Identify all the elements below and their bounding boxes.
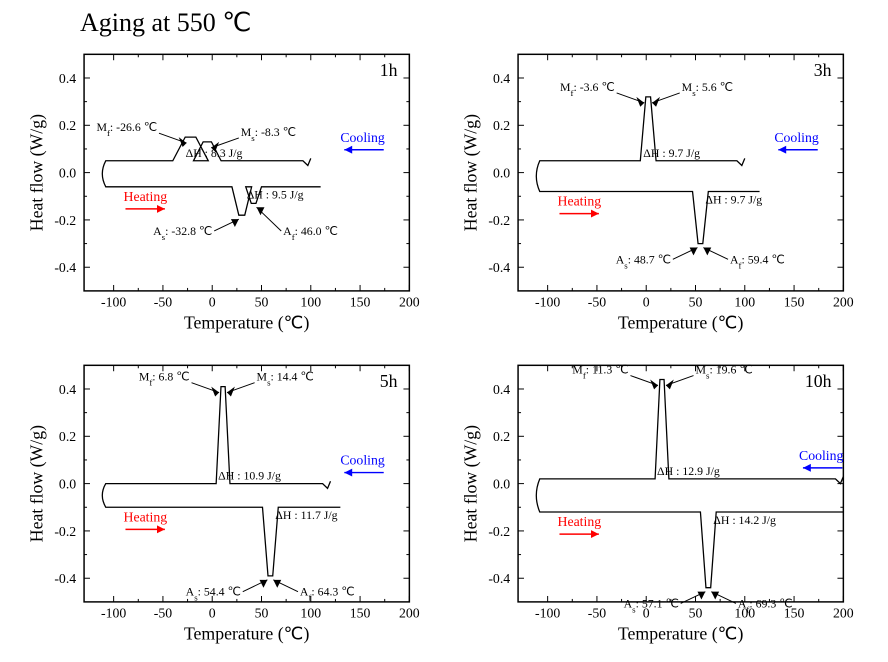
svg-text:-100: -100 [535, 605, 560, 620]
svg-text:50: 50 [255, 605, 269, 620]
svg-text:Ms: -8.3 ℃: Ms: -8.3 ℃ [241, 125, 296, 143]
svg-text:Cooling: Cooling [340, 452, 385, 467]
svg-text:ΔH : 9.7 J/g: ΔH : 9.7 J/g [643, 146, 700, 160]
dsc-panel-5h: -100 -50 0 50 100 150 200 -0.4 -0.2 0.0 0.2 0.4 Temp… [20, 351, 434, 652]
svg-text:Mf: -3.6 ℃: Mf: -3.6 ℃ [560, 80, 615, 98]
svg-text:Heat flow (W/g): Heat flow (W/g) [461, 114, 481, 231]
svg-text:150: 150 [350, 295, 371, 310]
svg-text:0.0: 0.0 [493, 166, 510, 181]
svg-text:0.2: 0.2 [59, 118, 76, 133]
svg-text:0.2: 0.2 [493, 118, 510, 133]
svg-text:-0.4: -0.4 [54, 571, 76, 586]
page-title: Aging at 550 ℃ [80, 8, 251, 38]
svg-text:ΔH : 10.9 J/g: ΔH : 10.9 J/g [218, 468, 281, 482]
svg-text:Ms: 14.4 ℃: Ms: 14.4 ℃ [257, 369, 314, 387]
svg-text:-50: -50 [588, 605, 606, 620]
svg-text:As: -32.8 ℃: As: -32.8 ℃ [153, 224, 212, 242]
svg-text:-50: -50 [154, 295, 172, 310]
svg-text:-0.4: -0.4 [488, 571, 510, 586]
svg-text:As: 57.1 ℃: As: 57.1 ℃ [624, 596, 679, 614]
svg-text:0.0: 0.0 [59, 476, 76, 491]
svg-text:Heating: Heating [558, 514, 602, 529]
svg-text:0: 0 [209, 605, 216, 620]
svg-text:0.4: 0.4 [59, 71, 76, 86]
svg-text:ΔH : 11.7 J/g: ΔH : 11.7 J/g [275, 508, 337, 522]
svg-text:0.2: 0.2 [493, 429, 510, 444]
svg-text:0.0: 0.0 [493, 476, 510, 491]
svg-text:0.2: 0.2 [59, 429, 76, 444]
svg-text:-100: -100 [101, 605, 126, 620]
svg-text:0.4: 0.4 [493, 71, 510, 86]
svg-text:Heating: Heating [558, 194, 602, 209]
svg-text:-50: -50 [154, 605, 172, 620]
svg-text:Cooling: Cooling [799, 448, 844, 463]
svg-text:1h: 1h [380, 60, 398, 80]
svg-text:Ms: 19.6 ℃: Ms: 19.6 ℃ [696, 362, 753, 380]
svg-text:-0.2: -0.2 [54, 524, 76, 539]
svg-text:Temperature (℃): Temperature (℃) [184, 623, 310, 643]
svg-text:50: 50 [689, 605, 703, 620]
svg-text:-0.2: -0.2 [54, 213, 76, 228]
svg-text:5h: 5h [380, 371, 398, 391]
svg-text:Heat flow (W/g): Heat flow (W/g) [27, 114, 47, 231]
svg-text:-100: -100 [101, 295, 126, 310]
svg-text:200: 200 [399, 605, 420, 620]
svg-text:50: 50 [689, 295, 703, 310]
svg-text:Heating: Heating [124, 189, 168, 204]
svg-text:0.0: 0.0 [59, 166, 76, 181]
svg-text:3h: 3h [814, 60, 832, 80]
svg-text:10h: 10h [805, 371, 832, 391]
svg-text:-0.4: -0.4 [54, 260, 76, 275]
dsc-panel-1h: -100 -50 0 50 100 150 200 -0.4 -0.2 0.0 0.2 0.4 Temp… [20, 40, 434, 341]
svg-text:0: 0 [209, 295, 216, 310]
svg-text:Cooling: Cooling [340, 130, 385, 145]
svg-text:-50: -50 [588, 295, 606, 310]
svg-text:150: 150 [784, 295, 805, 310]
svg-text:Heat flow (W/g): Heat flow (W/g) [461, 425, 481, 542]
svg-text:Temperature (℃): Temperature (℃) [618, 623, 744, 643]
svg-text:Af: 46.0 ℃: Af: 46.0 ℃ [283, 224, 338, 242]
svg-text:As: 48.7 ℃: As: 48.7 ℃ [616, 252, 671, 270]
svg-text:-0.2: -0.2 [488, 213, 510, 228]
svg-text:100: 100 [300, 605, 321, 620]
svg-text:Af: 64.3 ℃: Af: 64.3 ℃ [300, 584, 355, 602]
svg-text:0.4: 0.4 [59, 382, 76, 397]
svg-text:100: 100 [734, 295, 755, 310]
svg-text:-0.2: -0.2 [488, 524, 510, 539]
svg-text:-100: -100 [535, 295, 560, 310]
svg-text:0: 0 [643, 295, 650, 310]
dsc-panel-3h: -100 -50 0 50 100 150 200 -0.4 -0.2 0.0 0.2 0.4 Temp… [454, 40, 868, 341]
svg-text:100: 100 [300, 295, 321, 310]
svg-text:Temperature (℃): Temperature (℃) [184, 312, 310, 332]
svg-text:Af: 59.4 ℃: Af: 59.4 ℃ [730, 252, 785, 270]
svg-text:50: 50 [255, 295, 269, 310]
svg-text:As: 54.4 ℃: As: 54.4 ℃ [186, 584, 241, 602]
svg-text:Mf: 6.8 ℃: Mf: 6.8 ℃ [139, 369, 190, 387]
svg-text:Temperature (℃): Temperature (℃) [618, 312, 744, 332]
svg-text:200: 200 [833, 295, 854, 310]
svg-text:Heating: Heating [124, 509, 168, 524]
svg-text:-0.4: -0.4 [488, 260, 510, 275]
svg-text:ΔH : 14.2 J/g: ΔH : 14.2 J/g [713, 513, 776, 527]
svg-text:150: 150 [350, 605, 371, 620]
svg-text:Cooling: Cooling [774, 130, 819, 145]
svg-text:ΔH : 9.7 J/g: ΔH : 9.7 J/g [705, 192, 762, 206]
svg-text:0.4: 0.4 [493, 382, 510, 397]
svg-text:Heat flow (W/g): Heat flow (W/g) [27, 425, 47, 542]
dsc-panel-10h: -100-50050100150200-0.4-0.20.00.20.4Temp… [454, 351, 868, 652]
svg-text:200: 200 [399, 295, 420, 310]
svg-text:200: 200 [833, 605, 854, 620]
chart-grid: -100 -50 0 50 100 150 200 -0.4 -0.2 0.0 0.2 0.4 Temp… [0, 40, 888, 660]
svg-text:ΔH : 12.9 J/g: ΔH : 12.9 J/g [657, 464, 720, 478]
svg-text:Ms: 5.6 ℃: Ms: 5.6 ℃ [682, 80, 733, 98]
svg-text:Mf: -26.6 ℃: Mf: -26.6 ℃ [96, 120, 157, 138]
svg-text:Mf: 11.3 ℃: Mf: 11.3 ℃ [572, 362, 628, 380]
svg-text:ΔH : 8.3 J/g: ΔH : 8.3 J/g [186, 146, 243, 160]
svg-text:ΔH : 9.5 J/g: ΔH : 9.5 J/g [247, 188, 304, 202]
